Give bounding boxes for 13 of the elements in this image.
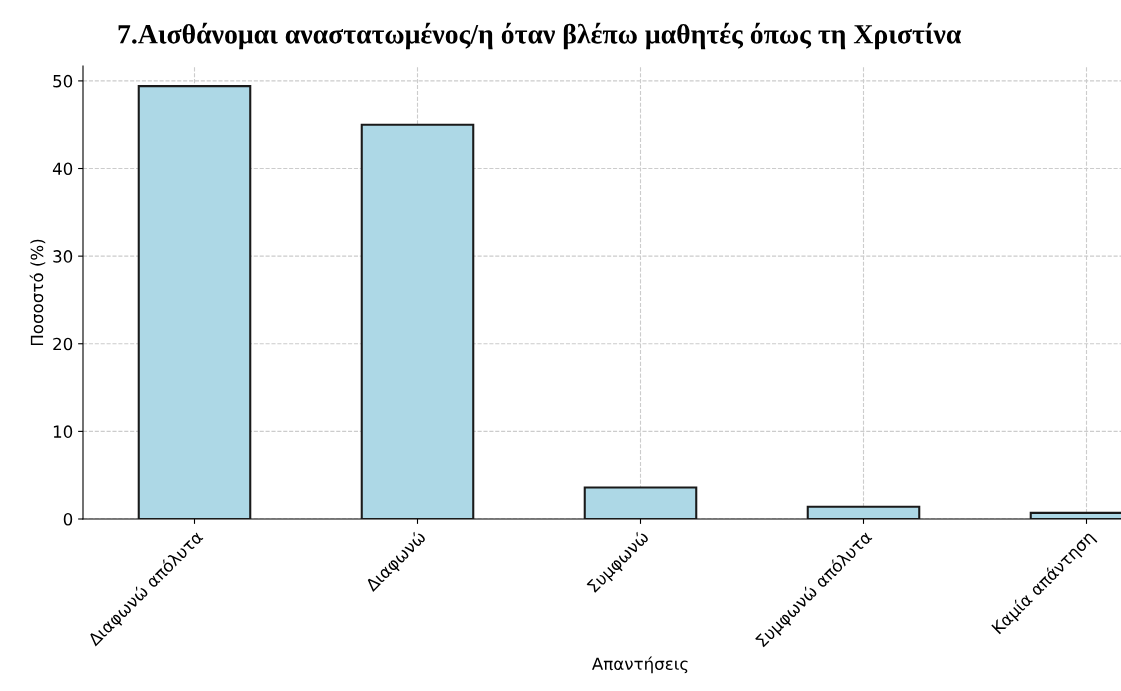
y-tick-label: 20 xyxy=(53,337,73,351)
bar xyxy=(583,486,698,519)
bar xyxy=(360,123,475,519)
y-tick-label: 40 xyxy=(52,162,73,176)
bar xyxy=(137,85,252,519)
y-tick-label: 30 xyxy=(53,250,73,263)
y-tick-label: 50 xyxy=(53,74,73,88)
y-tick-label: 10 xyxy=(53,425,73,438)
chart-title: 7.Αισθάνομαι αναστατωμένος/η όταν βλέπω μαθητές όπως τη Χριστίνα xyxy=(118,22,962,50)
y-axis-title: Ποσοστό (%) xyxy=(29,239,46,346)
bar xyxy=(806,505,921,519)
y-tick-label: 0 xyxy=(63,512,73,526)
x-axis-title: Απαντήσεις xyxy=(591,656,688,674)
